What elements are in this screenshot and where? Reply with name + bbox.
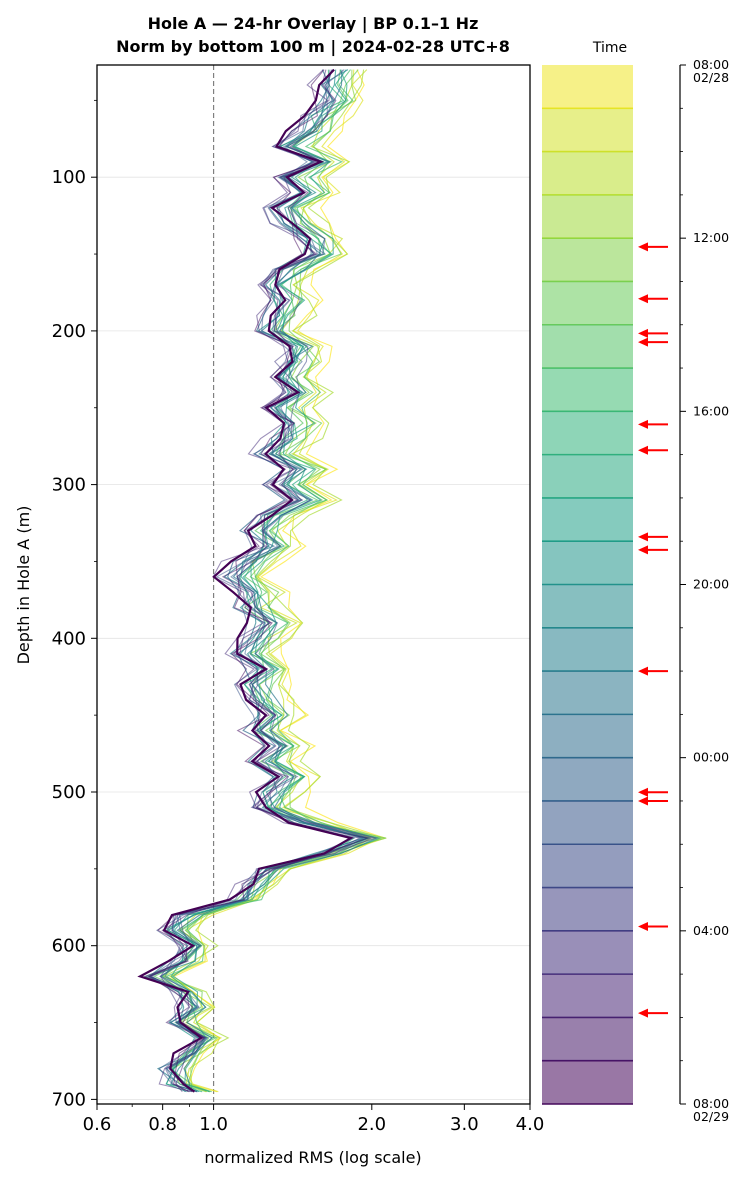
colorbar-tick-label: 08:00 [693, 57, 729, 72]
colorbar-band [542, 238, 633, 282]
event-arrow-head [638, 419, 648, 429]
colorbar-tick-label: 08:00 [693, 1096, 729, 1111]
series-line [161, 69, 387, 1093]
colorbar-band [542, 671, 633, 715]
x-axis-label: normalized RMS (log scale) [204, 1148, 421, 1167]
colorbar-ticks: 08:0002/2812:0016:0020:0000:0004:0008:00… [680, 57, 729, 1124]
colorbar-tick-sublabel: 02/29 [693, 1109, 729, 1124]
y-tick-label: 700 [52, 1089, 86, 1110]
colorbar-band [542, 714, 633, 758]
colorbar-tick-label: 00:00 [693, 750, 729, 765]
series-line [159, 69, 374, 1092]
event-arrow-head [638, 666, 648, 676]
colorbar-tick-label: 12:00 [693, 230, 729, 245]
colorbar-band [542, 368, 633, 412]
colorbar-tick-label: 04:00 [693, 923, 729, 938]
colorbar-band [542, 844, 633, 888]
event-arrow-head [638, 532, 648, 542]
series-line [150, 69, 378, 1093]
time-series-lines [137, 68, 388, 1093]
event-arrows [638, 242, 668, 1018]
colorbar-band [542, 541, 633, 585]
x-tick-label: 2.0 [357, 1114, 386, 1135]
event-arrow-head [638, 445, 648, 455]
series-line [143, 69, 362, 1093]
colorbar-bands [542, 65, 633, 1105]
event-arrow-head [638, 242, 648, 252]
x-tick-label: 4.0 [516, 1114, 545, 1135]
colorbar-band [542, 974, 633, 1018]
y-tick-label: 500 [52, 782, 86, 803]
colorbar-title: Time [592, 40, 627, 56]
series-line [160, 69, 378, 1093]
colorbar-band [542, 411, 633, 455]
y-tick-label: 300 [52, 475, 86, 496]
colorbar-band [542, 757, 633, 801]
main-plot-area: 100 200 300 400 500 600 700 0.6 0.8 1.0 2.0 3.0 4.0… [14, 64, 545, 1167]
series-line [137, 68, 354, 1093]
y-axis-label: Depth in Hole A (m) [14, 506, 33, 665]
x-tick-label: 3.0 [450, 1114, 479, 1135]
event-arrow-head [638, 337, 648, 347]
colorbar-band [542, 887, 633, 931]
y-tick-label: 400 [52, 628, 86, 649]
colorbar-band [542, 627, 633, 672]
colorbar-band [542, 324, 633, 369]
colorbar-band [542, 800, 633, 845]
colorbar-band [542, 497, 633, 542]
colorbar-band [542, 194, 633, 239]
colorbar-tick-label: 16:00 [693, 403, 729, 418]
colorbar-band [542, 1017, 633, 1061]
event-arrow-head [638, 545, 648, 555]
series-line [170, 69, 382, 1093]
y-tick-label: 600 [52, 936, 86, 957]
event-arrow-head [638, 294, 648, 304]
event-arrow-head [638, 796, 648, 806]
x-tick-label: 0.6 [83, 1114, 112, 1135]
series-line [168, 69, 382, 1093]
event-arrow-head [638, 328, 648, 338]
event-arrow-head [638, 787, 648, 797]
x-tick-label: 0.8 [148, 1114, 177, 1135]
colorbar-band [542, 454, 633, 498]
y-axis-ticks: 100 200 300 400 500 600 700 [52, 99, 97, 1110]
plot-frame [96, 64, 531, 1105]
colorbar-band [542, 1060, 633, 1104]
colorbar-tick-label: 20:00 [693, 577, 729, 592]
colorbar-band [542, 281, 633, 325]
time-colorbar: Time 08:0002/2812:0016:0020:0000:0004:00… [542, 40, 729, 1124]
colorbar-band [542, 584, 633, 628]
x-tick-label: 1.0 [199, 1114, 228, 1135]
y-tick-label: 200 [52, 321, 86, 342]
y-tick-label: 100 [52, 167, 86, 188]
series-line [146, 69, 370, 1093]
colorbar-band [542, 930, 633, 975]
series-line [164, 69, 365, 1093]
event-arrow-head [638, 1008, 648, 1018]
colorbar-band [542, 151, 633, 195]
event-arrow-head [638, 922, 648, 932]
colorbar-band [542, 108, 633, 152]
horizontal-gridlines [97, 176, 530, 1100]
x-axis-ticks: 0.6 0.8 1.0 2.0 3.0 4.0 [83, 1104, 545, 1135]
colorbar-tick-sublabel: 02/28 [693, 70, 729, 85]
chart-title: Hole A — 24-hr Overlay | BP 0.1–1 Hz [148, 14, 479, 34]
colorbar-band [542, 65, 633, 109]
series-line [173, 69, 388, 1093]
chart-subtitle: Norm by bottom 100 m | 2024-02-28 UTC+8 [116, 37, 510, 57]
